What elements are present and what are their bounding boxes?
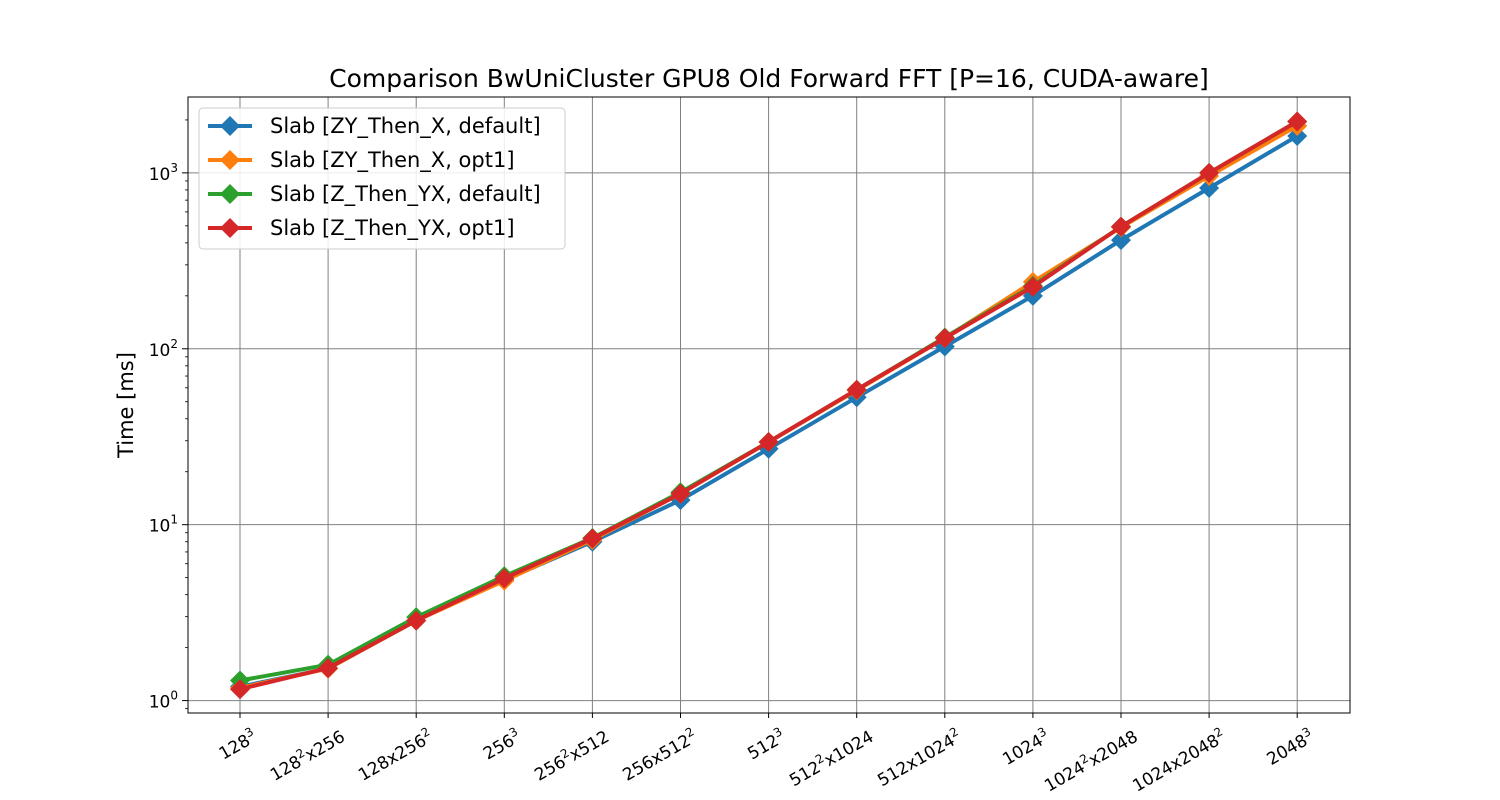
data-point <box>406 610 427 631</box>
y-tick-label: 103 <box>149 161 178 185</box>
data-point <box>494 568 515 589</box>
x-tick-label: 256x5122 <box>618 724 701 785</box>
grid <box>188 97 1350 713</box>
x-tick-label: 512x10242 <box>873 724 965 791</box>
y-axis-ticks: 100 101 102 103 <box>149 119 188 713</box>
legend-box <box>198 107 566 250</box>
x-tick-label: 128x2562 <box>354 724 437 785</box>
legend-marker <box>220 184 240 204</box>
legend-label: Slab [Z_Then_YX, default] <box>270 182 541 207</box>
plot-series <box>230 111 1308 700</box>
legend-item: Slab [ZY_Then_X, opt1] <box>208 148 515 173</box>
legend-marker <box>220 218 240 238</box>
legend: Slab [ZY_Then_X, default] Slab [ZY_Then_X… <box>198 107 566 250</box>
chart-title: Comparison BwUniCluster GPU8 Old Forward… <box>329 64 1209 93</box>
x-tick-label: 2562x512 <box>530 724 613 785</box>
y-tick-label: 101 <box>149 513 178 537</box>
data-point <box>1287 111 1308 132</box>
x-tick-label: 1024x20482 <box>1128 724 1230 796</box>
series-4 <box>230 111 1308 700</box>
data-point <box>1199 162 1220 183</box>
plot-frame <box>187 96 1351 714</box>
data-point <box>230 679 250 700</box>
data-point <box>582 528 603 549</box>
data-point <box>846 379 867 400</box>
legend-marker <box>220 150 240 170</box>
data-point <box>758 432 779 453</box>
x-tick-label: 10242x2048 <box>1040 724 1142 796</box>
data-point <box>670 483 691 504</box>
x-tick-label: 5122x1024 <box>785 724 877 791</box>
data-point <box>1199 178 1220 199</box>
legend-item: Slab [Z_Then_YX, default] <box>208 182 541 207</box>
data-point <box>1111 216 1131 237</box>
data-point <box>934 328 955 349</box>
data-point <box>1022 276 1043 297</box>
y-tick-label: 100 <box>149 689 178 713</box>
legend-label: Slab [ZY_Then_X, opt1] <box>270 148 515 173</box>
y-axis-label: Time [ms] <box>114 352 138 459</box>
legend-item: Slab [ZY_Then_X, default] <box>208 114 541 139</box>
data-point <box>318 658 339 679</box>
y-tick-label: 102 <box>149 337 178 361</box>
x-tick-label: 5123 <box>743 724 789 764</box>
legend-label: Slab [ZY_Then_X, default] <box>270 114 541 139</box>
x-tick-label: 20483 <box>1262 724 1318 769</box>
data-point <box>1111 230 1131 251</box>
x-tick-label: 2563 <box>479 724 525 764</box>
legend-marker <box>220 116 240 136</box>
x-tick-label: 10243 <box>998 724 1054 769</box>
x-tick-label: 1283 <box>214 724 260 764</box>
legend-label: Slab [Z_Then_YX, opt1] <box>270 216 515 241</box>
x-tick-label: 1282x256 <box>266 724 349 785</box>
legend-item: Slab [Z_Then_YX, opt1] <box>208 216 515 241</box>
